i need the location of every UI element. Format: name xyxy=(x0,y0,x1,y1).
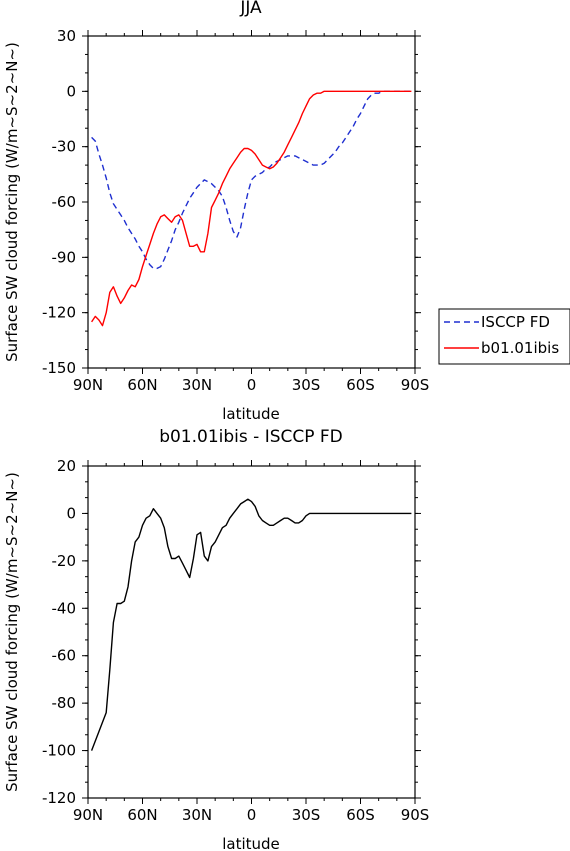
x-tick-label: 90N xyxy=(73,376,103,394)
series-line-b01-01ibis xyxy=(91,90,412,327)
y-tick-label: 20 xyxy=(57,457,76,475)
y-tick-label: -80 xyxy=(52,694,77,712)
series-line-difference xyxy=(90,498,412,751)
top-plot-frame xyxy=(87,35,416,369)
x-tick-label: 60S xyxy=(346,806,375,824)
y-tick-label: -90 xyxy=(52,248,77,266)
y-tick-label: -120 xyxy=(42,789,76,807)
y-tick-label: -150 xyxy=(42,359,76,377)
top-x-axis-label: latitude xyxy=(222,405,280,423)
top-y-axis-label: Surface SW cloud forcing (W/m~S~2~N~) xyxy=(3,42,21,362)
x-tick-label: 60S xyxy=(346,376,375,394)
y-tick-label: 0 xyxy=(66,82,76,100)
y-tick-label: -20 xyxy=(52,552,77,570)
x-tick-label: 60N xyxy=(127,376,157,394)
top-chart-title: JJA xyxy=(239,0,262,18)
series-line-isccp-fd xyxy=(91,90,412,270)
x-tick-label: 0 xyxy=(247,806,257,824)
y-tick-label: -100 xyxy=(42,742,76,760)
x-tick-label: 30S xyxy=(292,376,321,394)
y-tick-label: -40 xyxy=(52,599,77,617)
y-tick-label: -60 xyxy=(52,193,77,211)
x-tick-label: 0 xyxy=(247,376,257,394)
bottom-panel: b01.01ibis - ISCCP FD 90N 60N 30N 0 30S 60S 90… xyxy=(3,427,429,851)
legend-label-isccp: ISCCP FD xyxy=(481,313,550,331)
legend: ISCCP FD b01.01ibis xyxy=(438,308,570,365)
x-tick-label: 90N xyxy=(73,806,103,824)
top-ticks: 90N 60N 30N 0 30S 60S 90S 30 0 -30 -60 -90 -120 -150 xyxy=(42,27,429,394)
top-panel: JJA 90N 60N 30N 0 30S 60S 90S 30 0 -30 -60 -90 -120 -… xyxy=(3,0,429,423)
bottom-series-group xyxy=(90,498,412,751)
bottom-chart-title: b01.01ibis - ISCCP FD xyxy=(159,427,343,447)
y-tick-label: 30 xyxy=(57,27,76,45)
bottom-x-axis-label: latitude xyxy=(222,835,280,851)
y-tick-label: -120 xyxy=(42,304,76,322)
y-tick-label: 0 xyxy=(66,504,76,522)
x-tick-label: 60N xyxy=(127,806,157,824)
legend-label-ibis: b01.01ibis xyxy=(481,339,559,357)
x-tick-label: 30N xyxy=(182,806,212,824)
bottom-plot-frame xyxy=(87,465,416,799)
legend-box xyxy=(438,308,570,365)
y-tick-label: -60 xyxy=(52,647,77,665)
top-series-group xyxy=(91,90,412,327)
bottom-y-axis-label: Surface SW cloud forcing (W/m~S~2~N~) xyxy=(3,472,21,792)
y-tick-label: -30 xyxy=(52,138,77,156)
x-tick-label: 90S xyxy=(401,376,430,394)
x-tick-label: 90S xyxy=(401,806,430,824)
bottom-ticks: 90N 60N 30N 0 30S 60S 90S 20 0 -20 -40 -60 -80 -100 -1… xyxy=(42,457,429,824)
x-tick-label: 30N xyxy=(182,376,212,394)
x-tick-label: 30S xyxy=(292,806,321,824)
